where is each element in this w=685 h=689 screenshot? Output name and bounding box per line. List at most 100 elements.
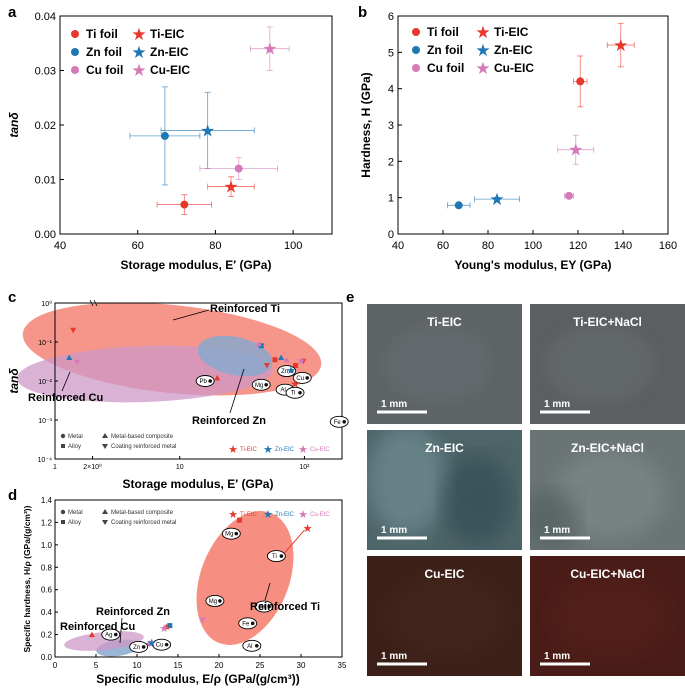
d-legend-cu-marker: ★ bbox=[298, 509, 308, 521]
photo-texture bbox=[530, 450, 665, 550]
legend-b-zn-eic: Zn-EIC bbox=[494, 43, 533, 57]
a-xtick-label: 80 bbox=[209, 240, 221, 252]
leader-ti bbox=[172, 309, 210, 321]
d-legend-ti: Ti-EIC bbox=[240, 512, 257, 518]
photo-title: Cu-EIC+NaCl bbox=[570, 567, 644, 581]
c-metal-label: Ti bbox=[291, 391, 296, 397]
chart-d-marker-legend: Metal Alloy Metal-based composite Coatin… bbox=[60, 509, 176, 526]
c-metal-badge bbox=[292, 371, 312, 384]
c-point-tri-down bbox=[300, 358, 307, 365]
chart-c-xlabel: Storage modulus, E′ (GPa) bbox=[123, 477, 274, 491]
d-ti-arrow bbox=[284, 529, 305, 554]
d-xtick-label: 30 bbox=[297, 661, 306, 670]
chart-d: 0 5 10 15 20 25 30 35 0.0 0.2 0.4 0.6 0.8 1.0 1.2 1.4 M… bbox=[22, 496, 347, 686]
photo-title: Zn-EIC+NaCl bbox=[571, 441, 644, 455]
d-metal-point bbox=[234, 531, 239, 536]
photo-title: Cu-EIC bbox=[425, 567, 465, 581]
d-legend-composite-marker bbox=[102, 509, 108, 514]
legend-b-zn-foil: Zn foil bbox=[427, 43, 463, 57]
legend-a-ti-eic-marker: ★ bbox=[131, 25, 146, 44]
c-eic-ti-eic: ★ bbox=[290, 378, 300, 390]
d-xtick-label: 5 bbox=[94, 661, 99, 670]
c-legend-coating-marker bbox=[102, 444, 108, 449]
a-ytick-label: 0.00 bbox=[35, 229, 56, 241]
c-ytick-label: 10⁻¹ bbox=[38, 340, 52, 347]
c-metal-label: Mg bbox=[255, 383, 263, 389]
d-eic-zn-eic: ★ bbox=[147, 637, 157, 649]
d-metal-label: Ag bbox=[105, 633, 112, 639]
c-xtick-label: 1 bbox=[53, 464, 57, 471]
scale-bar-label: 1 mm bbox=[544, 651, 570, 662]
d-ytick-label: 0.8 bbox=[41, 563, 53, 572]
a-point-ti-eic: ★ bbox=[223, 178, 238, 197]
c-legend-alloy-marker bbox=[61, 444, 65, 448]
c-point-tri-up bbox=[255, 340, 262, 347]
c-metal-badge bbox=[251, 378, 271, 391]
c-point-tri-up bbox=[66, 354, 73, 361]
c-eic-cu-eic: ★ bbox=[296, 355, 306, 367]
d-ytick-label: 0.6 bbox=[41, 586, 53, 595]
c-legend-cu-marker: ★ bbox=[298, 444, 308, 456]
photo-texture bbox=[367, 430, 512, 545]
b-xtick-label: 60 bbox=[437, 240, 449, 252]
c-point-tri-up bbox=[214, 374, 221, 381]
c-legend-composite-marker bbox=[102, 433, 108, 438]
d-xtick-label: 35 bbox=[338, 661, 347, 670]
c-point-tri-down bbox=[73, 359, 80, 366]
d-metal-point bbox=[250, 621, 255, 626]
c-legend-coating: Coating reinforced metal bbox=[111, 444, 176, 450]
c-metal-label: Al bbox=[280, 388, 285, 394]
region-label-reinforced-zn: Reinforced Zn bbox=[192, 415, 266, 427]
chart-a-xlabel: Storage modulus, E′ (GPa) bbox=[121, 258, 272, 272]
legend-b-zn-eic-marker: ★ bbox=[475, 41, 490, 60]
c-legend-zn: Zn-EIC bbox=[275, 447, 295, 453]
d-legend-zn-marker: ★ bbox=[263, 509, 273, 521]
d-metal-point bbox=[218, 599, 222, 603]
region-reinforced-zn bbox=[197, 335, 273, 377]
c-metal-badge bbox=[329, 415, 349, 428]
d-point-square bbox=[147, 641, 153, 647]
leader-ti-d bbox=[264, 582, 271, 601]
d-point-square bbox=[237, 517, 242, 523]
b-point-zn-foil bbox=[454, 201, 463, 210]
d-legend-metal: Metal bbox=[68, 510, 83, 516]
c-legend-cu: Cu-EIC bbox=[310, 447, 330, 453]
legend-a-cu-eic-marker: ★ bbox=[131, 61, 146, 80]
panel-label-e: e bbox=[346, 289, 354, 306]
d-eic-ti-eic: ★ bbox=[303, 523, 313, 535]
legend-a-ti-foil-marker bbox=[71, 30, 79, 38]
d-point-square bbox=[167, 623, 173, 629]
a-xtick-label: 40 bbox=[54, 240, 66, 252]
photo-ti-eic: Ti-EIC 1 mm bbox=[367, 304, 522, 424]
legend-b-ti-eic-marker: ★ bbox=[475, 23, 490, 42]
legend-b-ti-foil-marker bbox=[412, 28, 420, 36]
photo-cu-eic-nacl: Cu-EIC+NaCl 1 mm bbox=[530, 556, 685, 676]
b-point-zn-eic: ★ bbox=[489, 190, 504, 209]
d-ytick-label: 1.2 bbox=[41, 518, 53, 527]
d-metal-badge bbox=[266, 550, 286, 563]
c-ytick-label: 10⁰ bbox=[41, 300, 52, 308]
scale-bar-label: 1 mm bbox=[381, 525, 407, 536]
d-ytick-label: 1.4 bbox=[41, 496, 53, 505]
panel-label-c: c bbox=[8, 289, 16, 306]
chart-c-regions bbox=[17, 302, 322, 403]
c-eic-zn-eic: ★ bbox=[286, 365, 296, 377]
chart-d-regions bbox=[64, 511, 294, 657]
c-metal-point bbox=[342, 419, 347, 424]
d-ytick-label: 1.0 bbox=[41, 541, 53, 550]
c-point-tri-down bbox=[263, 362, 270, 369]
a-point-zn-eic: ★ bbox=[200, 121, 215, 140]
d-metal-badge bbox=[238, 617, 258, 630]
b-ytick-label: 4 bbox=[388, 84, 394, 96]
d-eic-cu-eic: ★ bbox=[159, 623, 169, 635]
region-label-reinforced-zn-d: Reinforced Zn bbox=[96, 606, 170, 618]
photo-texture bbox=[545, 324, 655, 404]
d-xtick-label: 20 bbox=[215, 661, 224, 670]
c-legend-metal: Metal bbox=[68, 434, 83, 440]
d-xtick-label: 10 bbox=[133, 661, 142, 670]
axis-break-c bbox=[89, 299, 98, 307]
chart-d-ylabel: Specific hardness, H/ρ (GPa/(g/cm³)) bbox=[22, 505, 32, 652]
